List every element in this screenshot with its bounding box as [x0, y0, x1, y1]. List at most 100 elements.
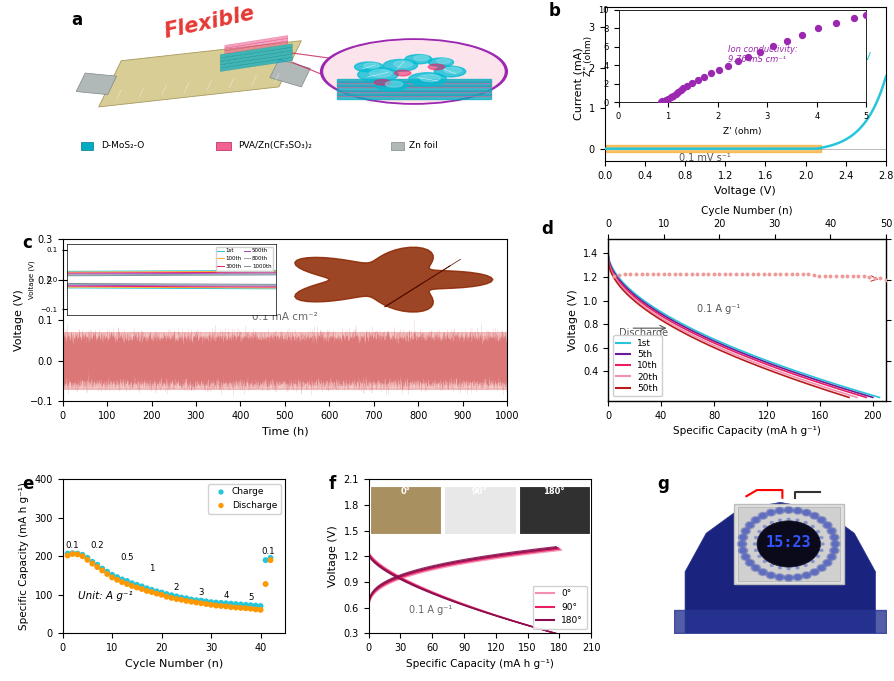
- Polygon shape: [224, 35, 288, 48]
- Discharge: [198, 599, 213, 609]
- Circle shape: [750, 565, 760, 571]
- Circle shape: [763, 560, 765, 563]
- Circle shape: [794, 509, 800, 513]
- Circle shape: [742, 555, 748, 559]
- 50th: [776, 371, 787, 379]
- Circle shape: [745, 559, 754, 566]
- Circle shape: [767, 511, 773, 515]
- Circle shape: [754, 550, 756, 552]
- Legend: 1st, 5th, 10th, 20th, 50th: 1st, 5th, 10th, 20th, 50th: [612, 335, 661, 396]
- Charge: [65, 548, 80, 558]
- X-axis label: Time (h): Time (h): [261, 426, 308, 437]
- Circle shape: [757, 569, 767, 575]
- 90°: [553, 545, 564, 554]
- Text: a: a: [72, 12, 82, 29]
- Circle shape: [778, 519, 780, 521]
- 1st: [690, 327, 701, 335]
- Circle shape: [739, 548, 746, 553]
- Discharge: [71, 549, 85, 560]
- Circle shape: [767, 573, 773, 577]
- Discharge: [218, 601, 232, 612]
- 50th: [697, 338, 708, 347]
- Circle shape: [804, 565, 806, 567]
- Text: c: c: [22, 234, 32, 253]
- Discharge: [159, 591, 173, 602]
- Discharge: [75, 551, 89, 562]
- Circle shape: [816, 517, 825, 524]
- Text: d: d: [541, 220, 552, 238]
- Discharge: [179, 595, 193, 606]
- Text: 0.5: 0.5: [120, 553, 133, 562]
- Legend: Charge, Discharge: Charge, Discharge: [208, 484, 281, 513]
- Discharge: [194, 598, 208, 609]
- X-axis label: Cycle Number (n): Cycle Number (n): [701, 206, 792, 216]
- Discharge: [149, 588, 164, 599]
- Polygon shape: [220, 47, 292, 61]
- 50th: [754, 362, 764, 370]
- 180°: [413, 567, 424, 575]
- Charge: [120, 575, 134, 586]
- Discharge: [243, 603, 257, 614]
- Charge: [198, 596, 213, 607]
- Y-axis label: Voltage (V): Voltage (V): [14, 289, 24, 351]
- Circle shape: [374, 80, 390, 85]
- Y-axis label: Specific Capacity (mA h g⁻¹): Specific Capacity (mA h g⁻¹): [19, 482, 29, 630]
- 5th: [707, 336, 718, 345]
- Polygon shape: [220, 44, 292, 58]
- 0°: [477, 556, 487, 565]
- 180°: [544, 545, 554, 553]
- Text: Flexible: Flexible: [162, 3, 256, 42]
- Discharge: [65, 548, 80, 559]
- Circle shape: [831, 542, 838, 546]
- Circle shape: [740, 528, 749, 535]
- Circle shape: [434, 66, 465, 77]
- Discharge: [61, 550, 75, 561]
- Circle shape: [408, 73, 446, 86]
- Circle shape: [776, 575, 781, 580]
- Charge: [253, 601, 267, 612]
- 1st: [873, 394, 884, 402]
- Charge: [149, 586, 164, 597]
- Charge: [90, 559, 105, 570]
- 0°: [414, 569, 425, 577]
- Bar: [738, 507, 839, 581]
- Discharge: [145, 586, 159, 597]
- X-axis label: Specific Capacity (mA h g⁻¹): Specific Capacity (mA h g⁻¹): [406, 659, 553, 669]
- Discharge: [90, 562, 105, 573]
- 20th: [783, 371, 794, 379]
- 20th: [758, 362, 769, 370]
- X-axis label: Voltage (V): Voltage (V): [713, 186, 775, 196]
- Circle shape: [815, 555, 819, 557]
- Circle shape: [822, 522, 831, 528]
- Circle shape: [776, 509, 781, 513]
- Circle shape: [829, 534, 838, 541]
- Polygon shape: [269, 59, 310, 87]
- Text: 0.1 mV s⁻¹: 0.1 mV s⁻¹: [679, 153, 730, 163]
- Charge: [184, 594, 198, 605]
- 180°: [552, 544, 562, 552]
- Circle shape: [785, 575, 791, 580]
- Circle shape: [804, 522, 806, 524]
- Charge: [208, 597, 223, 608]
- Circle shape: [428, 58, 453, 67]
- Circle shape: [826, 554, 836, 560]
- 20th: [850, 394, 861, 402]
- Discharge: [189, 597, 203, 608]
- Charge: [204, 597, 218, 607]
- Circle shape: [746, 523, 752, 527]
- Circle shape: [809, 512, 818, 519]
- 0°: [451, 561, 462, 569]
- Discharge: [233, 603, 248, 614]
- Circle shape: [765, 509, 775, 516]
- Text: g: g: [657, 475, 669, 492]
- Discharge: [120, 579, 134, 590]
- Line: 90°: 90°: [368, 550, 559, 611]
- Text: 0.1: 0.1: [261, 548, 274, 556]
- Circle shape: [740, 554, 749, 560]
- Text: b: b: [548, 2, 560, 20]
- Y-axis label: Voltage (V): Voltage (V): [327, 526, 338, 587]
- Discharge: [139, 586, 154, 597]
- 50th: [680, 330, 691, 338]
- Text: 2.2 V: 2.2 V: [829, 52, 870, 97]
- 0°: [555, 546, 566, 554]
